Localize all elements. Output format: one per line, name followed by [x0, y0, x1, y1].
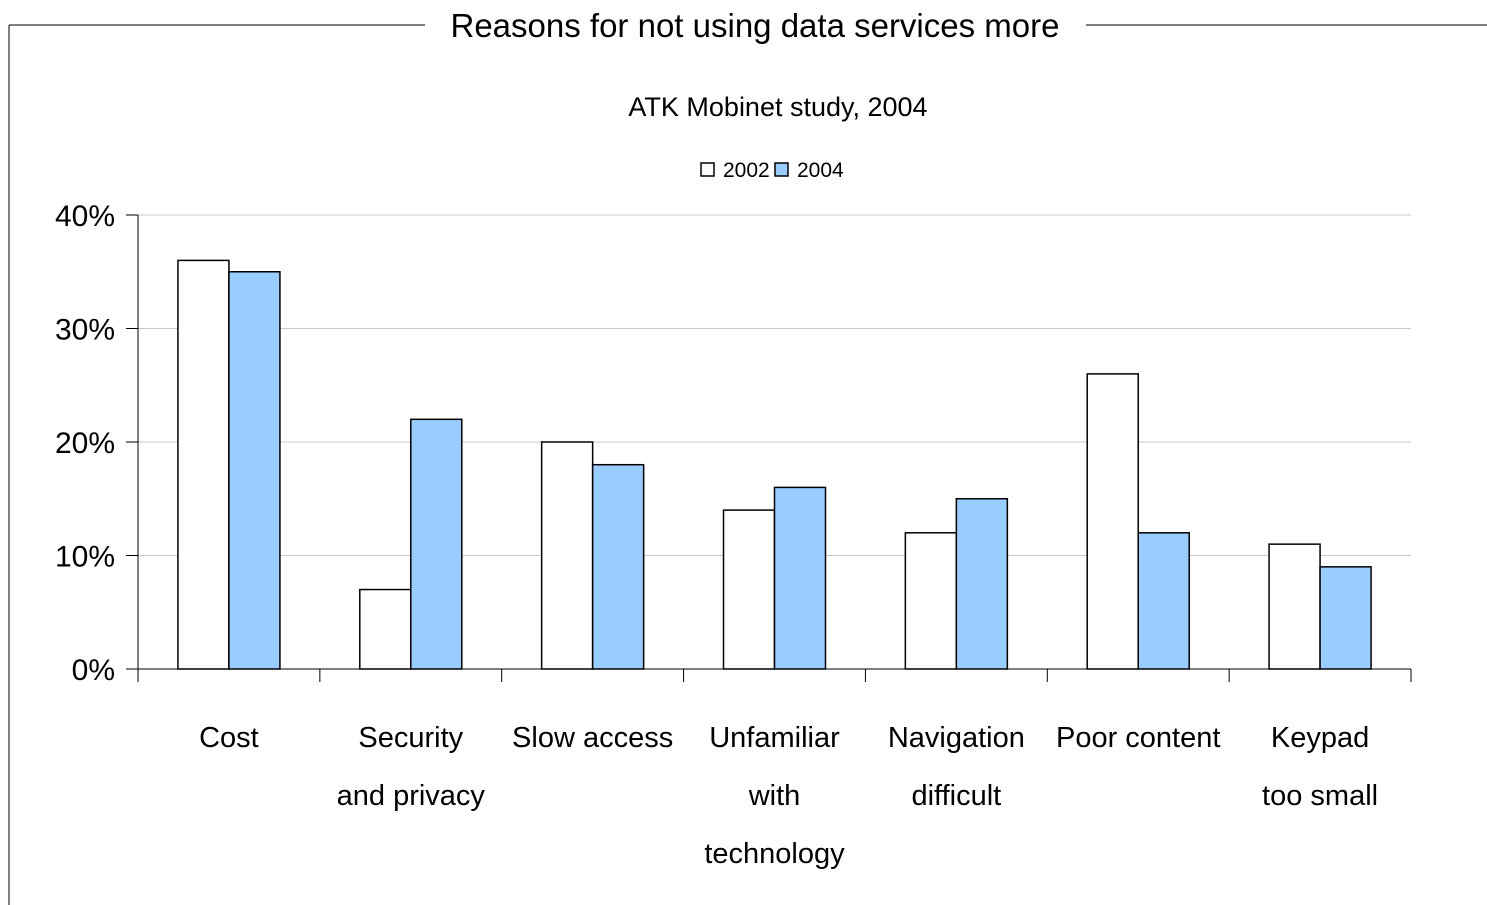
x-category-label: Poor content — [1056, 722, 1220, 754]
chart-title: Reasons for not using data services more — [451, 7, 1060, 44]
bar-2004 — [1137, 532, 1190, 670]
legend-swatch-2004 — [774, 162, 789, 177]
bar-2002 — [177, 259, 230, 670]
x-category-label: technology — [704, 838, 845, 870]
bar-2002 — [1086, 373, 1139, 670]
x-category-label: Slow access — [512, 722, 673, 754]
bar-2002 — [904, 532, 958, 670]
x-category-label: difficult — [911, 780, 1001, 812]
x-category-label: Navigation — [888, 722, 1025, 754]
y-tick-label: 20% — [55, 427, 115, 460]
x-category-label: Keypad — [1271, 722, 1369, 754]
chart-subtitle: ATK Mobinet study, 2004 — [628, 92, 927, 122]
legend-label-2004: 2004 — [797, 159, 844, 182]
bars — [177, 259, 1372, 670]
legend: 2002 2004 — [700, 159, 844, 182]
x-category-label: Unfamiliar — [709, 722, 840, 754]
x-category-label: with — [748, 780, 801, 812]
x-category-label: and privacy — [337, 780, 486, 812]
x-category-label: Cost — [199, 722, 259, 754]
y-tick-label: 10% — [55, 541, 115, 574]
x-axis: Cost Security and privacy Slow access Unfami… — [137, 668, 1412, 870]
bar-2002 — [722, 509, 776, 670]
y-tick-label: 40% — [55, 200, 115, 233]
x-category-label: Security — [358, 722, 463, 754]
legend-label-2002: 2002 — [723, 159, 770, 182]
bar-2002 — [1268, 543, 1321, 670]
x-category-label: too small — [1262, 780, 1378, 812]
bar-2004 — [228, 271, 281, 670]
bar-2004 — [410, 418, 463, 670]
bar-2002 — [540, 441, 594, 670]
bar-2002 — [359, 588, 412, 670]
y-tick-label: 0% — [72, 654, 115, 687]
bar-2004 — [955, 498, 1009, 670]
y-tick-label: 30% — [55, 314, 115, 347]
bar-2004 — [1319, 566, 1372, 670]
gridlines — [138, 214, 1411, 556]
y-axis: 0% 10% 20% 30% 40% — [55, 200, 139, 687]
chart-frame — [8, 24, 1487, 905]
bar-2004 — [773, 486, 827, 670]
legend-swatch-2002 — [700, 162, 715, 177]
bar-2004 — [591, 463, 645, 670]
